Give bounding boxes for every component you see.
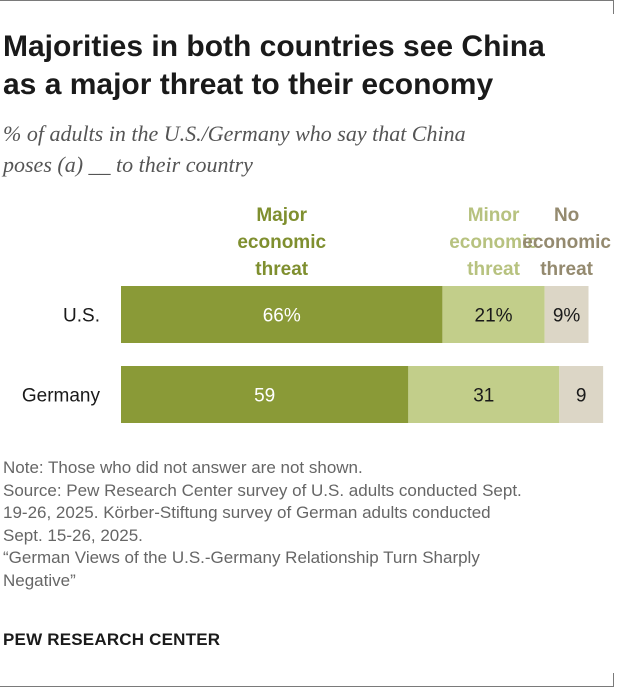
chart-subtitle-line-2: poses (a) __ to their country (3, 152, 253, 177)
chart-subtitle: % of adults in the U.S./Germany who say … (3, 118, 603, 180)
chart-notes: Note: Those who did not answer are not s… (3, 457, 613, 592)
legend-label: threat (540, 259, 593, 280)
data-label: 31 (473, 386, 494, 407)
category-label: Germany (22, 386, 101, 407)
chart-title-line-2: as a major threat to their economy (3, 68, 494, 101)
frame-top-line (0, 0, 614, 1)
chart-title: Majorities in both countries see China a… (3, 28, 603, 104)
bar-segment (408, 366, 560, 423)
report-title-line-1: “German Views of the U.S.-Germany Relati… (3, 548, 480, 567)
frame-bottom-line (0, 686, 614, 687)
data-label: 9 (576, 386, 587, 407)
legend-label: Major (256, 205, 307, 226)
legend-label: No (554, 205, 579, 226)
chart-subtitle-line-1: % of adults in the U.S./Germany who say … (3, 121, 466, 146)
frame-right-line (613, 0, 614, 14)
source-line-3: Sept. 15-26, 2025. (3, 525, 143, 545)
category-label: U.S. (63, 306, 100, 327)
pew-logo-text: PEW RESEARCH CENTER (3, 630, 221, 649)
legend-label: economic (522, 232, 611, 253)
source-line-2: 19-26, 2025. Körber-Stiftung survey of G… (3, 503, 491, 522)
report-title-line-2: Negative” (3, 570, 76, 590)
data-label: 21% (475, 306, 513, 327)
data-label: 9% (553, 306, 581, 327)
legend-label: Minor (468, 205, 520, 226)
legend-label: economic (449, 232, 538, 253)
chart-title-line-1: Majorities in both countries see China (3, 30, 545, 63)
frame-bottom-right-line (613, 673, 614, 687)
data-label: 66% (263, 306, 301, 327)
legend-label: threat (255, 259, 308, 280)
bar-segment (442, 286, 545, 343)
bar-segment (121, 366, 409, 423)
legend-label: economic (237, 232, 326, 253)
stacked-bar-chart: MajoreconomicthreatMinoreconomicthreatNo… (22, 205, 611, 423)
bar-segment (121, 286, 443, 343)
legend-label: threat (467, 259, 520, 280)
bar-segment (559, 366, 604, 423)
note-line-1: Note: Those who did not answer are not s… (3, 458, 363, 477)
data-label: 59 (254, 386, 275, 407)
bar-segment (544, 286, 589, 343)
source-line-1: Source: Pew Research Center survey of U.… (3, 480, 522, 500)
